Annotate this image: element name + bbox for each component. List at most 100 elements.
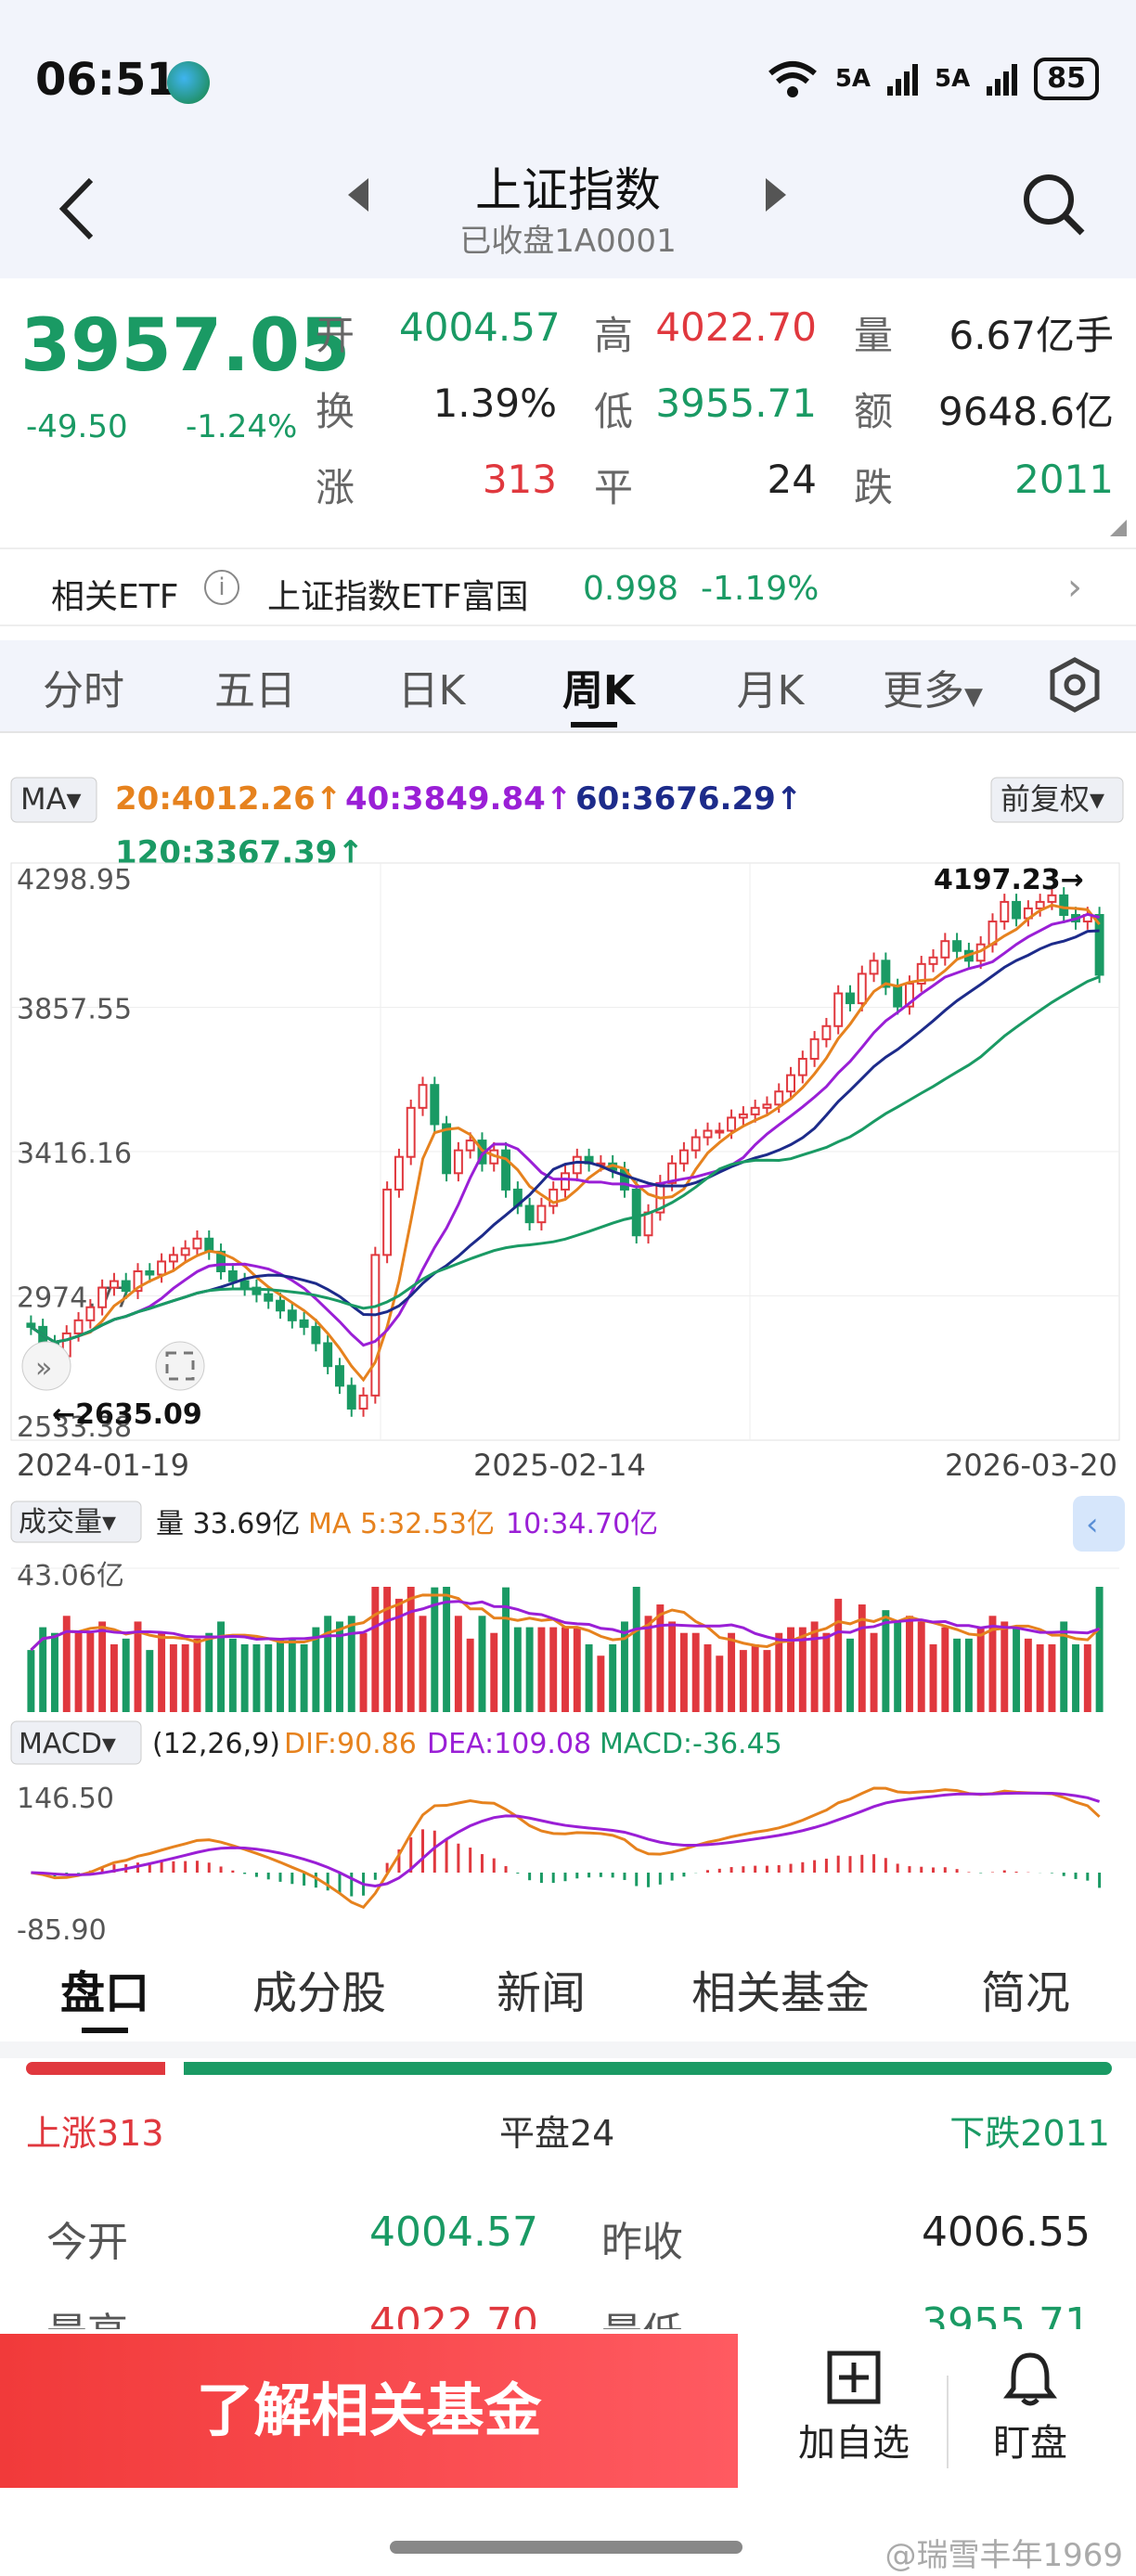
tab-monthly-k[interactable]: 月K [736, 667, 805, 715]
candle-body [928, 956, 938, 965]
candle-body [121, 1280, 131, 1293]
related-etf-bar[interactable]: 相关ETF i 上证指数ETF富国 0.998 -1.19% › [0, 547, 1136, 626]
volume-bar [929, 1643, 937, 1712]
volume-bar [347, 1616, 355, 1712]
candle-body [26, 1322, 36, 1328]
volume-bar [562, 1627, 569, 1712]
volume-ma10-line [30, 1600, 1101, 1652]
candle-body [145, 1269, 155, 1276]
candle-body [1035, 900, 1045, 909]
volume-bar [858, 1604, 866, 1712]
prev-stock-icon[interactable] [348, 178, 368, 212]
volume-bar [846, 1638, 854, 1712]
candle-body [691, 1136, 701, 1152]
macd-button [10, 1720, 142, 1765]
ma-legend-item: 60:3676.29↑ [575, 780, 802, 818]
volume-bar [787, 1627, 794, 1712]
quote-value: 9648.6亿 [938, 389, 1114, 434]
quote-value: 1.39% [432, 380, 557, 426]
advance-count: 上涨313 [26, 2113, 164, 2154]
candle-body [916, 962, 926, 985]
macd-params: (12,26,9) [152, 1728, 280, 1760]
back-button[interactable] [56, 176, 97, 251]
watermark: @瑞雪丰年1969 [884, 2537, 1123, 2574]
plus-square-icon [827, 2351, 881, 2404]
volume-bar [716, 1655, 724, 1712]
volume-bar [751, 1643, 759, 1712]
volume-bar [525, 1627, 534, 1712]
quote-panel [0, 278, 1136, 547]
tab-pankou[interactable]: 盘口 [60, 1967, 150, 2019]
tab-news[interactable]: 新闻 [497, 1967, 587, 2019]
tab-constituents[interactable]: 成分股 [252, 1967, 387, 2019]
tab-daily-k[interactable]: 日K [397, 667, 466, 715]
volume-bar [252, 1643, 261, 1712]
home-indicator[interactable] [390, 2541, 742, 2554]
open-label: 今开 [46, 2219, 128, 2266]
volume-bar [394, 1598, 403, 1712]
tab-intraday[interactable]: 分时 [43, 667, 124, 715]
chevron-right-icon: › [1067, 566, 1082, 609]
status-icons: 5A 5A 85 [767, 58, 1099, 100]
volume-bar [312, 1627, 320, 1712]
volume-bar [1095, 1587, 1104, 1712]
candle-body [264, 1293, 274, 1302]
learn-funds-button[interactable]: 了解相关基金 [0, 2334, 738, 2488]
tab-five-day[interactable]: 五日 [214, 667, 296, 715]
open-value: 4004.57 [369, 2209, 538, 2256]
candle-body [572, 1155, 582, 1175]
candle-body [109, 1280, 119, 1289]
quote-value: 24 [767, 457, 817, 502]
quote-label: 跌 [854, 465, 894, 510]
tab-more[interactable]: 更多▼ [872, 657, 993, 716]
detail-tabs [0, 1939, 1136, 2041]
volume-bar [158, 1632, 166, 1712]
tab-related-funds[interactable]: 相关基金 [691, 1967, 871, 2019]
quote-label: 换 [316, 389, 355, 434]
y-tick-label: 3857.55 [17, 994, 132, 1026]
candle-body [287, 1309, 297, 1321]
candle-body [370, 1254, 381, 1397]
volume-bar [798, 1627, 807, 1712]
candle-body [750, 1106, 760, 1115]
info-icon[interactable]: i [204, 570, 239, 605]
volume-bar [169, 1643, 177, 1712]
candle-body [442, 1123, 452, 1175]
volume-bar [739, 1650, 747, 1712]
adjust-button [990, 777, 1124, 823]
volume-bar [62, 1616, 71, 1712]
volume-bar [1013, 1627, 1021, 1712]
volume-bar [905, 1616, 913, 1712]
volume-bar [431, 1587, 439, 1712]
tab-weekly-k[interactable]: 周K [562, 667, 636, 715]
candle-body [73, 1319, 84, 1334]
decline-bar [184, 2062, 1112, 2075]
tab-profile[interactable]: 简况 [981, 1967, 1071, 2019]
volume-button-label: 成交量▾ [19, 1506, 116, 1539]
candle-body [133, 1269, 143, 1293]
next-stock-icon[interactable] [766, 178, 786, 212]
quote-value: 6.67亿手 [949, 313, 1114, 358]
volume-bar [597, 1655, 605, 1712]
candle-body [418, 1084, 428, 1109]
volume-bar [1048, 1643, 1056, 1712]
kline-chart[interactable]: MA▾ 20:4012.26↑ 40:3849.84↑ 60:3676.29↑ 120:… [0, 742, 1136, 1939]
search-icon[interactable] [1021, 172, 1086, 237]
candle-body [762, 1103, 772, 1109]
candle-body [869, 960, 879, 975]
corner-arrow-icon [1110, 520, 1127, 536]
candle-body [786, 1074, 795, 1093]
candle-body [631, 1188, 641, 1237]
settings-hexagon-icon[interactable] [1047, 657, 1103, 713]
watch-button[interactable]: 盯盘 [956, 2350, 1104, 2467]
fullscreen-icon [155, 1341, 205, 1391]
volume-bar [193, 1638, 201, 1712]
etf-change: -1.19% [701, 570, 820, 608]
candle-body [276, 1299, 285, 1312]
volume-bar [1000, 1621, 1009, 1712]
wifi-icon [768, 61, 817, 97]
price-change: -49.50 [26, 408, 128, 445]
add-watchlist-button[interactable]: 加自选 [780, 2350, 928, 2467]
signal-bars-icon [987, 62, 1018, 96]
candle-body [1012, 900, 1022, 920]
